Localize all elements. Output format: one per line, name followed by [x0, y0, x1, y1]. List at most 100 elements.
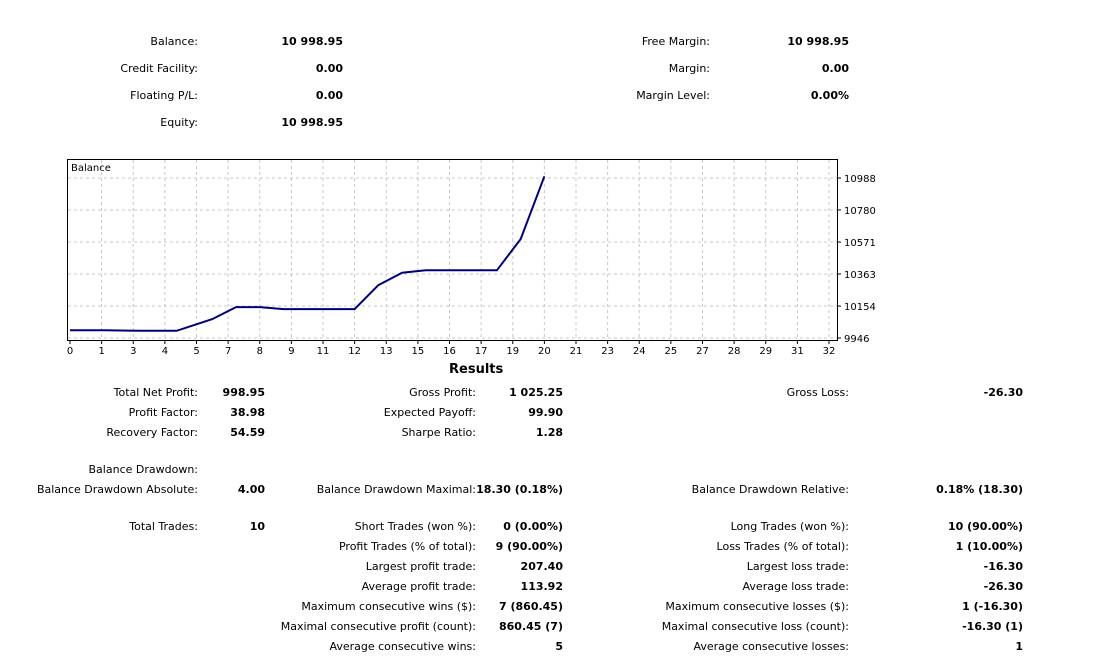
- x-tick-label: 20: [538, 346, 551, 356]
- profit-factor-label: Profit Factor:: [128, 406, 198, 419]
- x-tick-label: 17: [475, 346, 488, 356]
- equity-label: Equity:: [160, 116, 198, 129]
- x-tick-label: 27: [696, 346, 709, 356]
- x-tick-label: 5: [193, 346, 199, 356]
- y-tick-label: 9946: [844, 334, 869, 345]
- y-tick-label: 10154: [844, 302, 876, 313]
- credit-facility-label: Credit Facility:: [120, 62, 198, 75]
- maximal-consec-profit-label: Maximal consecutive profit (count):: [280, 620, 476, 633]
- x-tick-label: 11: [317, 346, 330, 356]
- balance-value: 10 998.95: [281, 35, 343, 48]
- x-tick-label: 3: [130, 346, 136, 356]
- largest-profit-value: 207.40: [520, 560, 563, 573]
- profit-trades-value: 9 (90.00%): [495, 540, 563, 553]
- chart-title: Balance: [71, 163, 111, 174]
- gross-loss-value: -26.30: [983, 386, 1023, 399]
- avg-consec-losses-value: 1: [1015, 640, 1023, 653]
- floating-pl-label: Floating P/L:: [130, 89, 198, 102]
- bd-absolute-label: Balance Drawdown Absolute:: [36, 483, 198, 496]
- chart-plot-area: [67, 159, 838, 341]
- total-net-profit-value: 998.95: [222, 386, 265, 399]
- margin-level-label: Margin Level:: [636, 89, 710, 102]
- x-tick-label: 25: [665, 346, 678, 356]
- avg-consec-wins-value: 5: [555, 640, 563, 653]
- largest-loss-value: -16.30: [983, 560, 1023, 573]
- x-tick-label: 1: [98, 346, 104, 356]
- x-tick-label: 16: [443, 346, 456, 356]
- x-tick-label: 32: [823, 346, 836, 356]
- x-tick-label: 8: [257, 346, 263, 356]
- x-tick-label: 24: [633, 346, 646, 356]
- total-trades-value: 10: [249, 520, 265, 533]
- long-trades-value: 10 (90.00%): [947, 520, 1023, 533]
- x-tick-label: 13: [380, 346, 393, 356]
- x-tick-label: 19: [506, 346, 519, 356]
- short-trades-value: 0 (0.00%): [503, 520, 563, 533]
- largest-loss-label: Largest loss trade:: [746, 560, 849, 573]
- average-profit-value: 113.92: [520, 580, 563, 593]
- margin-value: 0.00: [821, 62, 849, 75]
- y-tick-label: 10363: [844, 270, 876, 281]
- avg-consec-losses-label: Average consecutive losses:: [693, 640, 849, 653]
- bd-maximal-value: 18.30 (0.18%): [476, 483, 563, 496]
- y-axis: 10988 10780 10571 10363 10154 9946: [837, 174, 876, 345]
- average-loss-label: Average loss trade:: [742, 580, 849, 593]
- x-tick-label: 4: [162, 346, 168, 356]
- long-trades-label: Long Trades (won %):: [730, 520, 849, 533]
- x-tick-label: 31: [791, 346, 804, 356]
- loss-trades-value: 1 (10.00%): [955, 540, 1023, 553]
- x-tick-label: 21: [570, 346, 583, 356]
- x-tick-label: 9: [288, 346, 294, 356]
- max-consec-losses-label: Maximum consecutive losses ($):: [665, 600, 849, 613]
- results-title: Results: [449, 362, 504, 377]
- chart-grid: [68, 160, 837, 340]
- gross-profit-label: Gross Profit:: [409, 386, 476, 399]
- x-tick-label: 12: [348, 346, 361, 356]
- balance-series-line: [70, 175, 546, 332]
- largest-profit-label: Largest profit trade:: [365, 560, 476, 573]
- expected-payoff-value: 99.90: [528, 406, 563, 419]
- balance-label: Balance:: [150, 35, 198, 48]
- credit-facility-value: 0.00: [315, 62, 343, 75]
- average-loss-value: -26.30: [983, 580, 1023, 593]
- balance-drawdown-label: Balance Drawdown:: [88, 463, 198, 476]
- average-profit-label: Average profit trade:: [361, 580, 476, 593]
- avg-consec-wins-label: Average consecutive wins:: [329, 640, 476, 653]
- expected-payoff-label: Expected Payoff:: [383, 406, 476, 419]
- total-net-profit-label: Total Net Profit:: [113, 386, 198, 399]
- sharpe-ratio-label: Sharpe Ratio:: [401, 426, 476, 439]
- margin-level-value: 0.00%: [810, 89, 849, 102]
- y-tick-label: 10988: [844, 174, 876, 185]
- max-consec-losses-value: 1 (-16.30): [962, 600, 1023, 613]
- max-consec-wins-value: 7 (860.45): [499, 600, 563, 613]
- max-consec-wins-label: Maximum consecutive wins ($):: [301, 600, 476, 613]
- maximal-consec-loss-value: -16.30 (1): [962, 620, 1023, 633]
- y-tick-label: 10571: [844, 238, 876, 249]
- profit-trades-label: Profit Trades (% of total):: [338, 540, 476, 553]
- total-trades-label: Total Trades:: [129, 520, 198, 533]
- loss-trades-label: Loss Trades (% of total):: [716, 540, 849, 553]
- sharpe-ratio-value: 1.28: [535, 426, 563, 439]
- x-tick-label: 15: [412, 346, 425, 356]
- bd-relative-label: Balance Drawdown Relative:: [691, 483, 849, 496]
- floating-pl-value: 0.00: [315, 89, 343, 102]
- equity-value: 10 998.95: [281, 116, 343, 129]
- free-margin-label: Free Margin:: [641, 35, 710, 48]
- maximal-consec-profit-value: 860.45 (7): [499, 620, 563, 633]
- free-margin-value: 10 998.95: [787, 35, 849, 48]
- short-trades-label: Short Trades (won %):: [354, 520, 476, 533]
- x-tick-label: 0: [67, 346, 73, 356]
- gross-profit-value: 1 025.25: [509, 386, 563, 399]
- bd-absolute-value: 4.00: [237, 483, 265, 496]
- y-tick-label: 10780: [844, 206, 876, 217]
- x-tick-label: 7: [225, 346, 231, 356]
- x-axis: 0 1 3 4 5 7 8 9 11 12 13 15 16 17 19 20 21 23 24 25 27 28 29 31…: [67, 340, 836, 356]
- profit-factor-value: 38.98: [230, 406, 265, 419]
- margin-label: Margin:: [668, 62, 710, 75]
- x-tick-label: 28: [728, 346, 741, 356]
- gross-loss-label: Gross Loss:: [786, 386, 849, 399]
- bd-maximal-label: Balance Drawdown Maximal:: [316, 483, 476, 496]
- recovery-factor-label: Recovery Factor:: [106, 426, 198, 439]
- recovery-factor-value: 54.59: [230, 426, 265, 439]
- maximal-consec-loss-label: Maximal consecutive loss (count):: [661, 620, 849, 633]
